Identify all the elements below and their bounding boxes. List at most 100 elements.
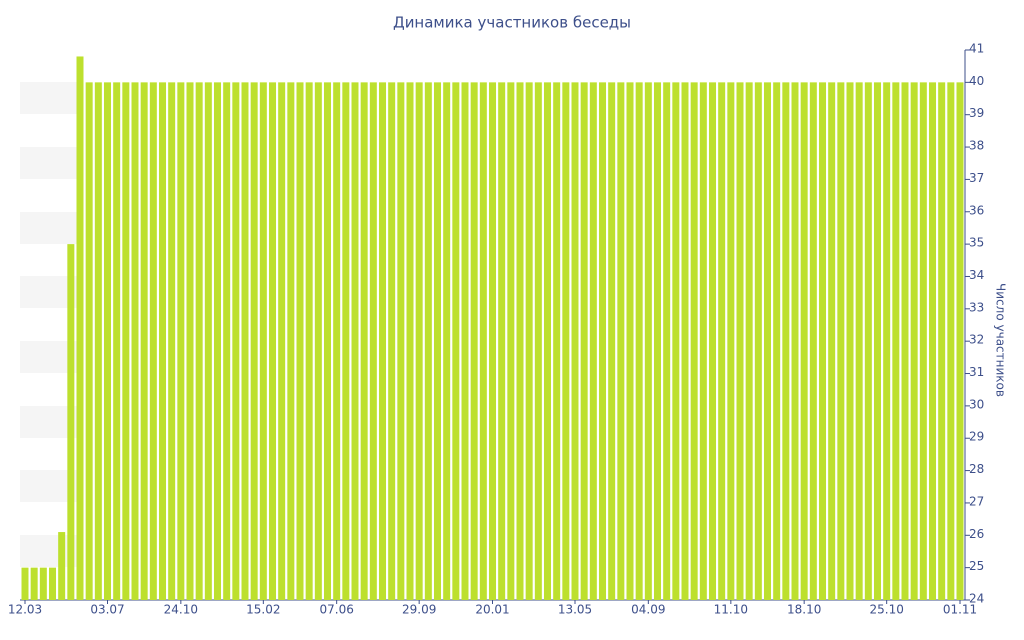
y-tick-label: 41 <box>969 42 984 56</box>
bar <box>324 82 331 600</box>
bar <box>314 82 322 600</box>
bar <box>525 82 533 600</box>
bar <box>424 82 432 600</box>
bar <box>67 244 75 600</box>
x-tick-label: 07.06 <box>319 603 353 617</box>
bar <box>434 82 441 600</box>
y-tick-label: 29 <box>969 430 984 444</box>
bar <box>855 82 863 600</box>
bar <box>223 82 231 600</box>
bar <box>21 567 29 600</box>
bar <box>608 82 616 600</box>
y-tick-label: 26 <box>969 527 984 541</box>
bar <box>791 82 799 600</box>
bar <box>452 82 460 600</box>
bar <box>507 82 515 600</box>
bar <box>498 82 506 600</box>
bar <box>901 82 909 600</box>
bar <box>892 82 900 600</box>
bar <box>379 82 386 600</box>
y-tick-label: 40 <box>969 74 984 88</box>
y-tick-label: 24 <box>969 592 984 606</box>
bar <box>690 82 698 600</box>
bar <box>544 82 551 600</box>
x-tick-label: 29.09 <box>402 603 436 617</box>
bar <box>635 82 643 600</box>
y-tick-label: 38 <box>969 139 984 153</box>
bar <box>287 82 295 600</box>
x-tick-label: 03.07 <box>90 603 124 617</box>
bar <box>479 82 487 600</box>
bar <box>599 82 606 600</box>
bar <box>296 82 304 600</box>
x-tick-label: 18.10 <box>787 603 821 617</box>
y-tick-label: 39 <box>969 106 984 120</box>
bar <box>149 82 157 600</box>
bar <box>388 82 396 600</box>
bar <box>76 56 84 601</box>
bar <box>764 82 771 600</box>
bar <box>186 82 194 600</box>
x-tick-label: 24.10 <box>164 603 198 617</box>
bar <box>709 82 716 600</box>
bar <box>956 82 964 600</box>
bar <box>947 82 955 600</box>
bar <box>883 82 891 600</box>
bar <box>809 82 817 600</box>
bar <box>718 82 726 600</box>
bar <box>938 82 946 600</box>
bar <box>864 82 872 600</box>
y-tick-label: 37 <box>969 171 984 185</box>
bar <box>168 82 176 600</box>
bar <box>94 82 102 600</box>
bar <box>672 82 680 600</box>
bar <box>589 82 597 600</box>
bar <box>846 82 854 600</box>
bar <box>874 82 881 600</box>
bar <box>800 82 808 600</box>
bar <box>617 82 625 600</box>
bar <box>782 82 790 600</box>
bar <box>342 82 350 600</box>
bar <box>745 82 753 600</box>
y-tick-label: 28 <box>969 462 984 476</box>
bar <box>104 82 111 600</box>
x-tick-label: 01.11 <box>943 603 977 617</box>
bar <box>754 82 762 600</box>
bar <box>159 82 166 600</box>
bar <box>461 82 469 600</box>
x-tick-label: 12.03 <box>8 603 42 617</box>
x-tick-label: 13.05 <box>558 603 592 617</box>
bar <box>278 82 286 600</box>
bar <box>232 82 240 600</box>
y-tick-label: 25 <box>969 559 984 573</box>
bar <box>470 82 478 600</box>
bar <box>681 82 689 600</box>
bar <box>919 82 927 600</box>
x-tick-label: 25.10 <box>869 603 903 617</box>
bar <box>204 82 212 600</box>
bar <box>360 82 368 600</box>
bar <box>58 532 66 600</box>
bar <box>654 82 661 600</box>
bar <box>626 82 634 600</box>
bar <box>571 82 579 600</box>
chart-title: Динамика участников беседы <box>393 14 631 32</box>
x-tick-label: 20.01 <box>475 603 509 617</box>
y-tick-label: 33 <box>969 300 984 314</box>
bar <box>259 82 267 600</box>
bar <box>699 82 707 600</box>
bar <box>489 82 496 600</box>
x-tick-label: 04.09 <box>631 603 665 617</box>
bar <box>534 82 542 600</box>
bar <box>305 82 313 600</box>
bar <box>562 82 570 600</box>
bar <box>177 82 185 600</box>
y-tick-label: 30 <box>969 397 984 411</box>
y-tick-label: 36 <box>969 203 984 217</box>
y-axis-label: Число участников <box>994 283 1008 397</box>
bar <box>397 82 405 600</box>
bar <box>580 82 588 600</box>
